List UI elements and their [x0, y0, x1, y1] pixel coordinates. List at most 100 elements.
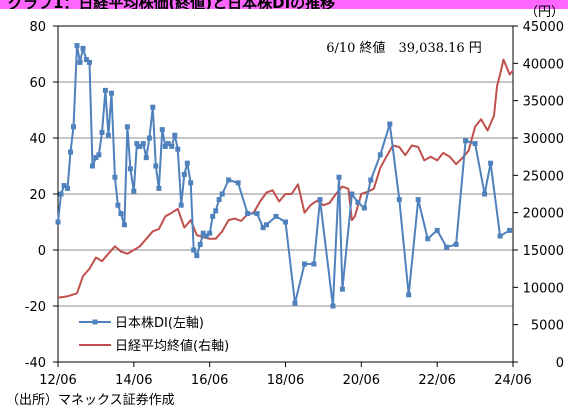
di-data-point [283, 219, 288, 225]
right-axis-tick-label: 5000 [531, 319, 564, 334]
di-data-point [216, 197, 222, 203]
di-data-point [150, 104, 156, 110]
di-data-point [339, 286, 345, 292]
di-data-point [191, 247, 197, 253]
right-axis-tick-label: 35000 [523, 95, 564, 110]
di-data-point [172, 132, 178, 138]
di-data-point [406, 292, 412, 298]
di-data-point [58, 191, 64, 197]
di-data-point [264, 222, 269, 228]
di-data-point [482, 191, 488, 197]
di-data-point [219, 191, 225, 197]
di-data-point [260, 225, 266, 231]
di-data-point [245, 211, 251, 217]
left-axis-tick-label: -20 [25, 300, 46, 315]
di-data-point [115, 202, 121, 208]
di-data-point [124, 124, 130, 130]
closing-price-annotation: 6/10 終値 39,038.16 円 [326, 40, 482, 56]
di-data-point [159, 127, 165, 133]
chart-header-banner: グラフ1：日経平均株価(終値)と日本株DIの推移 [0, 0, 568, 9]
di-data-point [197, 241, 203, 247]
di-data-point [188, 180, 194, 186]
di-data-point [463, 138, 469, 144]
di-data-point [134, 141, 140, 147]
di-data-point [213, 208, 219, 214]
di-data-point [99, 129, 105, 135]
di-data-point [497, 233, 503, 239]
legend-di-label: 日本株DI(左軸) [115, 316, 204, 331]
left-axis-tick-label: 0 [38, 244, 46, 259]
di-data-point [235, 180, 241, 186]
right-axis-tick-label: 40000 [523, 57, 564, 72]
right-axis-unit: （円） [525, 5, 564, 20]
di-data-point [65, 185, 70, 191]
right-axis-tick-label: 30000 [523, 132, 564, 147]
di-data-point [317, 197, 323, 203]
di-data-point [71, 124, 76, 130]
di-data-point [254, 211, 260, 217]
di-data-point [434, 227, 440, 233]
di-data-point [55, 219, 61, 225]
di-data-point [61, 183, 67, 189]
di-data-point [137, 143, 143, 149]
di-data-point [74, 43, 80, 49]
left-axis-tick-label: 60 [29, 76, 46, 91]
di-data-point [131, 188, 137, 194]
di-data-point [162, 143, 168, 149]
di-data-point [127, 166, 133, 172]
di-data-point [302, 261, 307, 267]
di-data-point [83, 57, 89, 63]
left-axis-tick-label: 80 [29, 20, 46, 35]
right-axis-tick-label: 45000 [523, 20, 564, 35]
di-data-point [102, 87, 108, 93]
left-axis-tick-label: 20 [29, 188, 46, 203]
di-data-point [207, 230, 213, 236]
di-data-point [118, 211, 124, 217]
di-data-point [349, 191, 355, 197]
di-data-point [355, 199, 361, 205]
source-note: （出所）マネックス証券作成 [6, 393, 175, 408]
di-data-point [200, 230, 206, 236]
di-data-point [425, 236, 431, 242]
di-data-point [368, 177, 374, 183]
right-axis-tick-label: 10000 [523, 281, 564, 296]
di-data-point [194, 253, 200, 259]
left-axis-tick-label: -40 [25, 356, 46, 371]
di-data-point [311, 261, 317, 267]
di-data-point [210, 213, 216, 219]
di-data-point [203, 233, 209, 239]
x-axis-tick-label: 22/06 [418, 373, 455, 388]
di-data-point [184, 160, 190, 166]
di-data-point [292, 300, 298, 306]
di-data-point [444, 244, 450, 250]
right-axis-tick-label: 25000 [523, 169, 564, 184]
x-axis-tick-label: 18/06 [267, 373, 304, 388]
di-data-point [169, 143, 175, 149]
di-data-point [336, 174, 342, 180]
japan-stock-di-line [57, 44, 511, 307]
di-data-point [77, 59, 83, 65]
di-data-point [96, 152, 102, 158]
right-axis-tick-label: 15000 [523, 244, 564, 259]
di-data-point [226, 177, 232, 183]
di-data-point [68, 149, 73, 155]
di-data-point [153, 163, 159, 169]
left-axis-tick-label: 40 [29, 132, 46, 147]
di-data-point [396, 197, 402, 203]
di-data-point [175, 146, 181, 152]
di-data-point [93, 155, 99, 161]
di-data-point [80, 45, 86, 51]
di-data-point [146, 135, 152, 141]
x-axis-tick-label: 20/06 [343, 373, 380, 388]
legend-nikkei-label: 日経平均終値(右軸) [115, 338, 229, 354]
di-data-point [415, 197, 421, 203]
di-data-point [181, 171, 187, 177]
di-data-point [361, 205, 367, 211]
di-data-point [140, 141, 146, 147]
x-axis-tick-label: 16/06 [191, 373, 228, 388]
nikkei-close-line [57, 58, 514, 299]
di-data-point [165, 141, 171, 147]
di-data-point [507, 227, 513, 233]
right-axis-tick-label: 0 [556, 356, 564, 371]
di-data-point [112, 174, 118, 180]
